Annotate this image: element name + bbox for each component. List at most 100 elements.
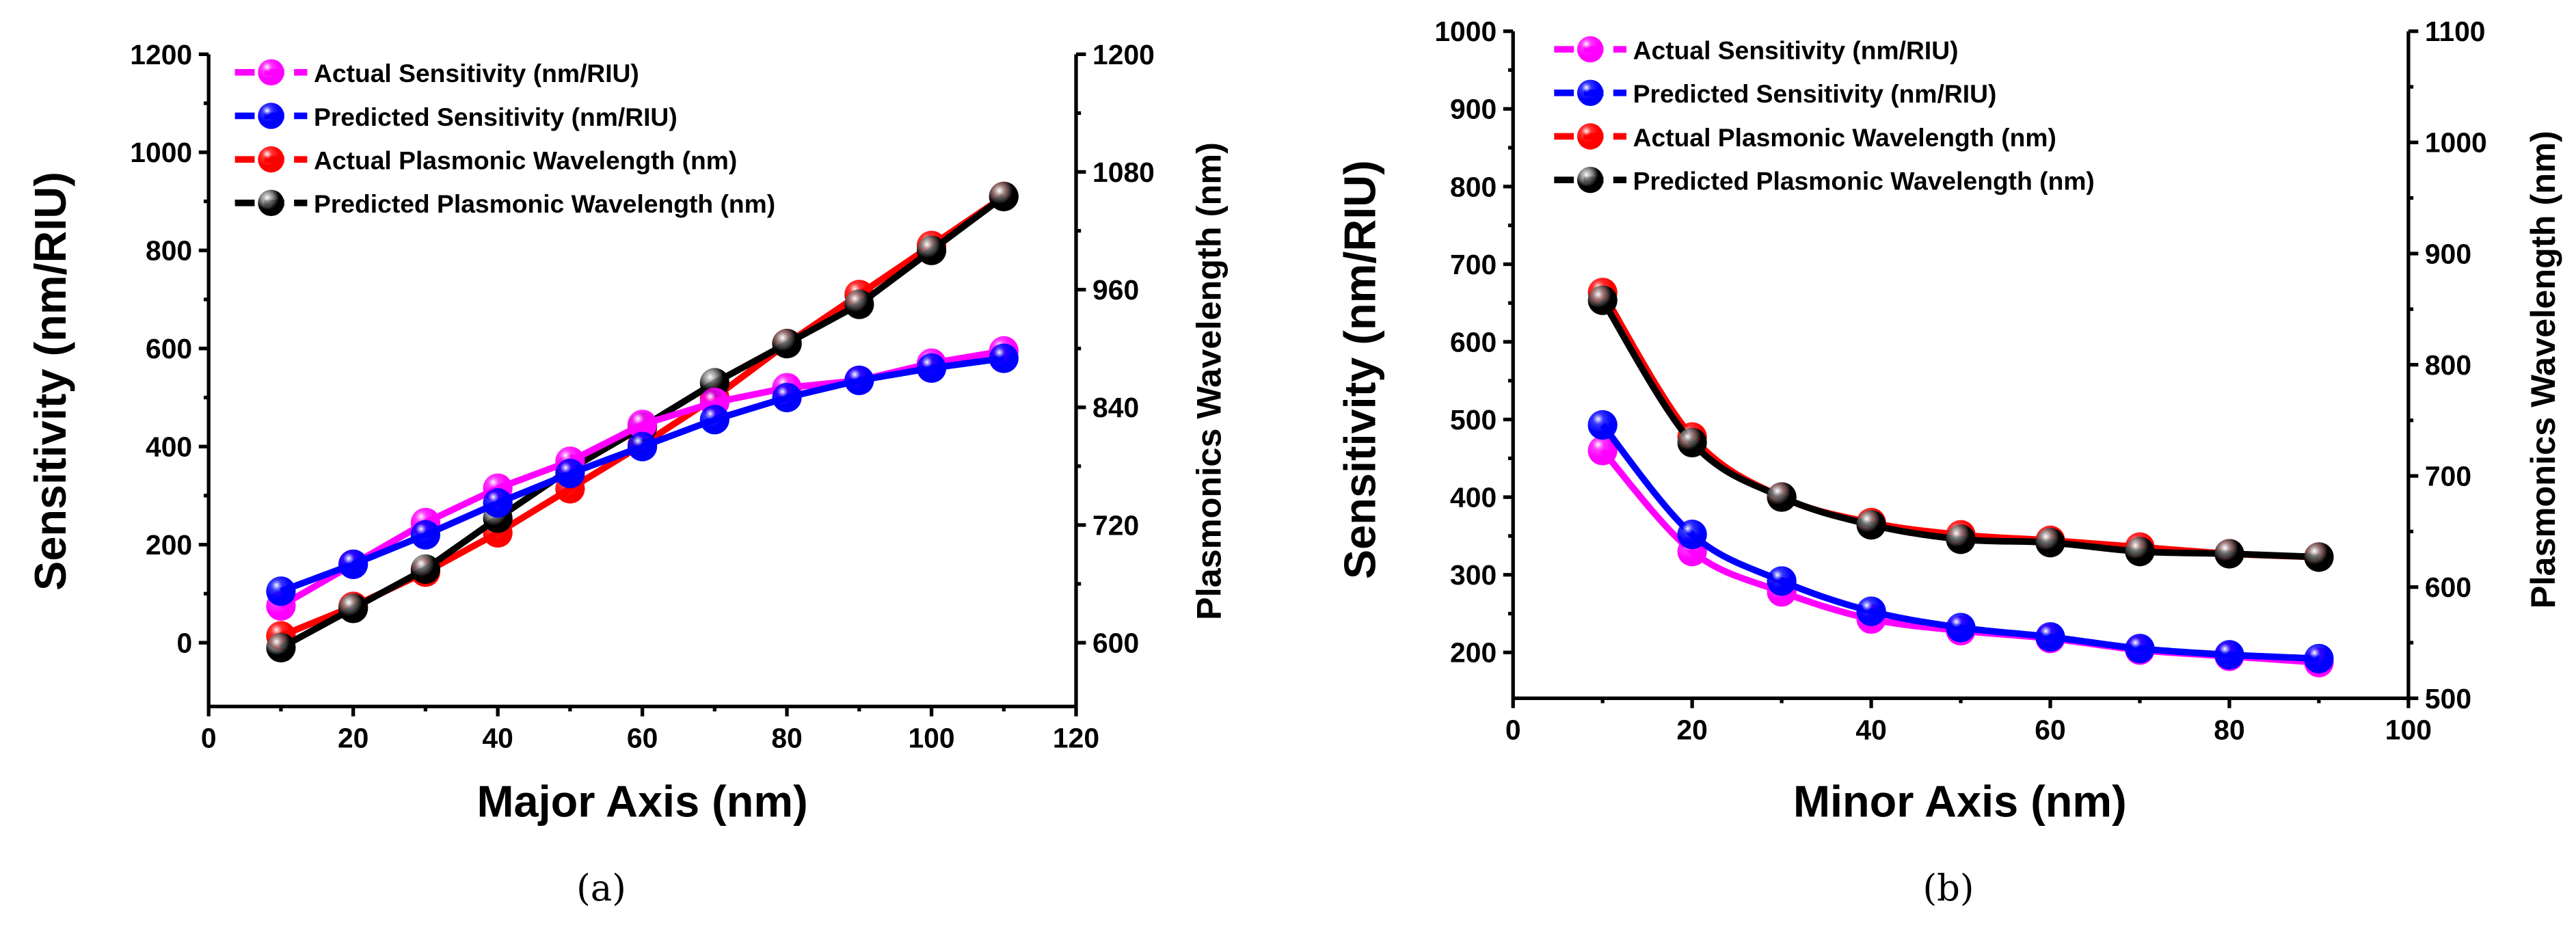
chart-b-y2label: Plasmonics Wavelength (nm) [2523, 131, 2562, 608]
y2-tick-label: 600 [1092, 628, 1139, 659]
chart-a-xlabel: Major Axis (nm) [477, 776, 807, 826]
data-point [2304, 643, 2334, 674]
data-point [844, 289, 874, 319]
y-tick-label: 700 [1450, 249, 1497, 280]
x-tick-label: 80 [771, 722, 802, 753]
data-point [916, 353, 947, 384]
legend-marker [258, 189, 284, 217]
chart-b-ylabel: Sensitivity (nm/RIU) [1334, 160, 1384, 579]
y-tick-label: 400 [1450, 482, 1497, 513]
data-point [989, 343, 1019, 373]
chart-a-ylabel: Sensitivity (nm/RIU) [25, 172, 75, 591]
legend-marker [1577, 79, 1604, 107]
data-point [1677, 427, 1707, 457]
x-tick-label: 100 [908, 722, 954, 753]
data-point [266, 632, 296, 662]
y2-tick-label: 900 [2425, 238, 2471, 269]
x-tick-label: 20 [1676, 714, 1707, 745]
data-point [1587, 435, 1618, 466]
data-point [1587, 410, 1618, 440]
series-line [1600, 291, 2320, 561]
data-point [2125, 537, 2155, 567]
data-point [1767, 482, 1797, 512]
data-point [2035, 621, 2065, 652]
x-tick-label: 60 [2035, 714, 2065, 745]
data-point [338, 593, 368, 624]
x-tick-label: 60 [627, 722, 658, 753]
chart-b: 0 20 40 60 80 100 200 300 400 500 600 700 800 900 1000… [1434, 16, 2486, 745]
data-point [844, 365, 874, 395]
legend-label: Predicted Sensitivity (nm/RIU) [1633, 79, 1997, 108]
legend-label: Predicted Plasmonic Wavelength (nm) [314, 189, 775, 218]
x-tick-label: 20 [338, 722, 368, 753]
data-point [1677, 520, 1707, 550]
series-predicted-wavelength [1587, 285, 2334, 572]
legend-label: Actual Plasmonic Wavelength (nm) [1633, 123, 2056, 152]
y-tick-label: 600 [1450, 326, 1497, 358]
y-tick-label: 600 [146, 333, 192, 364]
y-tick-label: 200 [1450, 637, 1497, 669]
legend-marker [1577, 36, 1604, 63]
x-tick-label: 0 [1505, 714, 1521, 745]
y2-tick-label: 1200 [1092, 39, 1155, 70]
legend-label: Actual Sensitivity (nm/RIU) [314, 59, 639, 88]
y2-tick-label: 800 [2425, 349, 2471, 381]
y-tick-label: 900 [1450, 94, 1497, 125]
y2-tick-label: 1000 [2425, 127, 2487, 159]
data-point [1946, 613, 1976, 643]
y2-tick-label: 960 [1092, 274, 1139, 306]
data-point [410, 554, 441, 585]
data-point [916, 235, 947, 265]
legend-marker [258, 59, 284, 85]
x-tick-label: 0 [201, 722, 217, 753]
legend-label: Actual Plasmonic Wavelength (nm) [314, 146, 737, 175]
data-point [1856, 596, 1886, 626]
legend-label: Actual Sensitivity (nm/RIU) [1633, 36, 1959, 65]
data-point [338, 549, 368, 579]
legend-label: Predicted Plasmonic Wavelength (nm) [1633, 167, 2095, 196]
y-tick-label: 1000 [1434, 16, 1497, 47]
y2-tick-label: 720 [1092, 509, 1139, 541]
data-point [266, 576, 296, 606]
series-line [1600, 298, 2320, 561]
series-actual-sensitivity [266, 336, 1019, 621]
data-point [772, 328, 802, 359]
y2-tick-label: 500 [2425, 683, 2471, 714]
x-tick-label: 40 [482, 722, 513, 753]
y-tick-label: 800 [1450, 171, 1497, 202]
y-tick-label: 1200 [130, 39, 192, 70]
x-tick-label: 40 [1855, 714, 1886, 745]
legend-marker [1577, 123, 1604, 150]
legend-label: Predicted Sensitivity (nm/RIU) [314, 103, 677, 131]
series-line [279, 347, 1005, 609]
data-point [1587, 285, 1618, 315]
legend-marker [1577, 166, 1604, 193]
y-tick-label: 500 [1450, 404, 1497, 435]
data-point [627, 410, 658, 440]
y2-tick-label: 1100 [2425, 16, 2486, 47]
data-point [699, 405, 729, 435]
y2-tick-label: 1080 [1092, 157, 1155, 188]
legend-marker [258, 146, 284, 173]
y-tick-label: 0 [176, 628, 192, 659]
data-point [1946, 524, 1976, 554]
legend-marker [258, 103, 284, 129]
data-point [627, 431, 658, 461]
series-line [280, 355, 1004, 595]
chart-a: 0 20 40 60 80 100 1200200400600800100012006007… [130, 39, 1155, 754]
chart-a-y2label: Plasmonics Wavelength (nm) [1189, 142, 1228, 620]
x-tick-label: 80 [2214, 714, 2244, 745]
data-point [2214, 640, 2244, 670]
chart-a-caption: (a) [576, 868, 626, 909]
y2-tick-label: 700 [2425, 461, 2471, 492]
y-tick-label: 800 [146, 235, 192, 267]
data-point [1856, 510, 1886, 540]
y-tick-label: 300 [1450, 559, 1497, 591]
data-point [555, 459, 585, 489]
chart-b-xlabel: Minor Axis (nm) [1793, 776, 2127, 826]
y-tick-label: 1000 [130, 137, 192, 168]
data-point [410, 520, 441, 550]
x-tick-label: 100 [2385, 714, 2432, 745]
x-tick-label: 120 [1053, 722, 1099, 753]
